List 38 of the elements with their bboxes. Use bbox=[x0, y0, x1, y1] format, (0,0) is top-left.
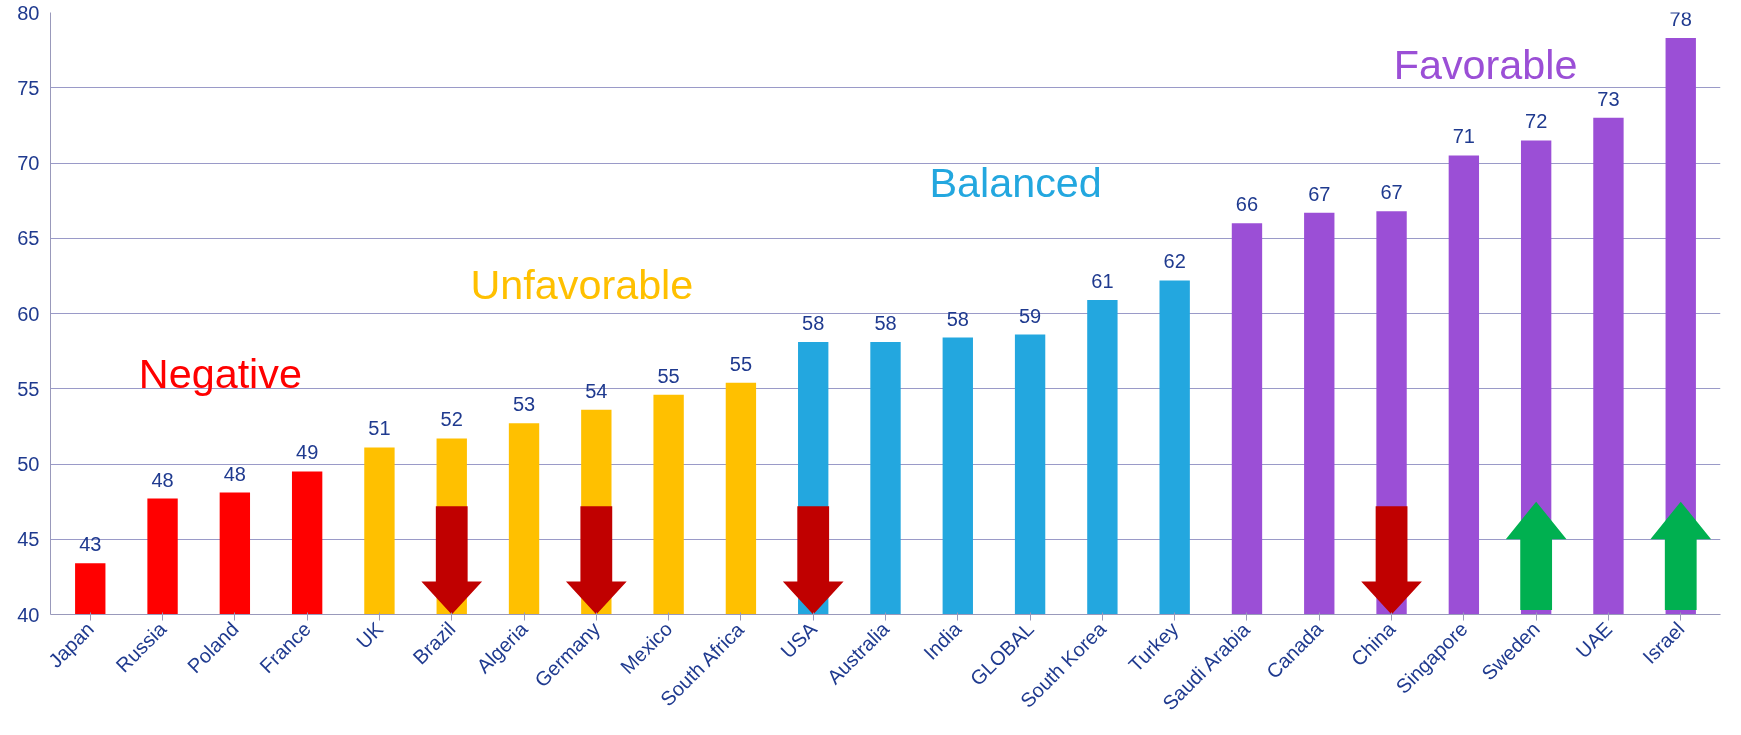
data-label: 43 bbox=[79, 533, 102, 556]
data-label: 62 bbox=[1163, 250, 1186, 273]
data-label: 55 bbox=[729, 352, 753, 375]
data-label: 49 bbox=[296, 441, 319, 464]
data-label: 48 bbox=[223, 462, 246, 485]
data-label: 53 bbox=[512, 393, 536, 416]
series-label: Unfavorable bbox=[470, 261, 694, 308]
y-tick-label: 65 bbox=[17, 227, 40, 250]
y-tick-label: 55 bbox=[17, 377, 40, 400]
y-tick-label: 70 bbox=[17, 152, 40, 174]
data-label: 67 bbox=[1380, 181, 1403, 204]
y-tick-label: 45 bbox=[17, 528, 40, 551]
data-label: 59 bbox=[1018, 304, 1042, 327]
data-label: 55 bbox=[657, 364, 680, 387]
data-label: 58 bbox=[802, 312, 825, 335]
data-label: 61 bbox=[1091, 269, 1114, 292]
data-label: 51 bbox=[368, 417, 391, 440]
data-label: 66 bbox=[1235, 193, 1259, 216]
data-label: 72 bbox=[1525, 110, 1548, 133]
series-label: Favorable bbox=[1393, 42, 1578, 89]
x-tick-label: USA bbox=[776, 617, 822, 663]
data-label: 58 bbox=[874, 312, 897, 335]
text: Balanced bbox=[929, 159, 1102, 206]
y-tick-label: 50 bbox=[17, 453, 40, 475]
data-label: 73 bbox=[1597, 87, 1620, 110]
x-tick-label: UK bbox=[352, 617, 388, 653]
data-label: 67 bbox=[1308, 182, 1331, 205]
data-label: 52 bbox=[440, 408, 463, 431]
data-label: 58 bbox=[946, 307, 969, 330]
series-label: Negative bbox=[138, 350, 302, 397]
data-label: 54 bbox=[585, 379, 608, 402]
data-label: 78 bbox=[1669, 8, 1692, 31]
y-tick-label: 60 bbox=[17, 302, 40, 325]
y-tick-label: 80 bbox=[17, 1, 40, 24]
data-label: 71 bbox=[1452, 125, 1475, 148]
y-tick-label: 75 bbox=[17, 76, 40, 99]
y-tick-label: 40 bbox=[17, 603, 40, 626]
data-label: 48 bbox=[151, 468, 174, 491]
